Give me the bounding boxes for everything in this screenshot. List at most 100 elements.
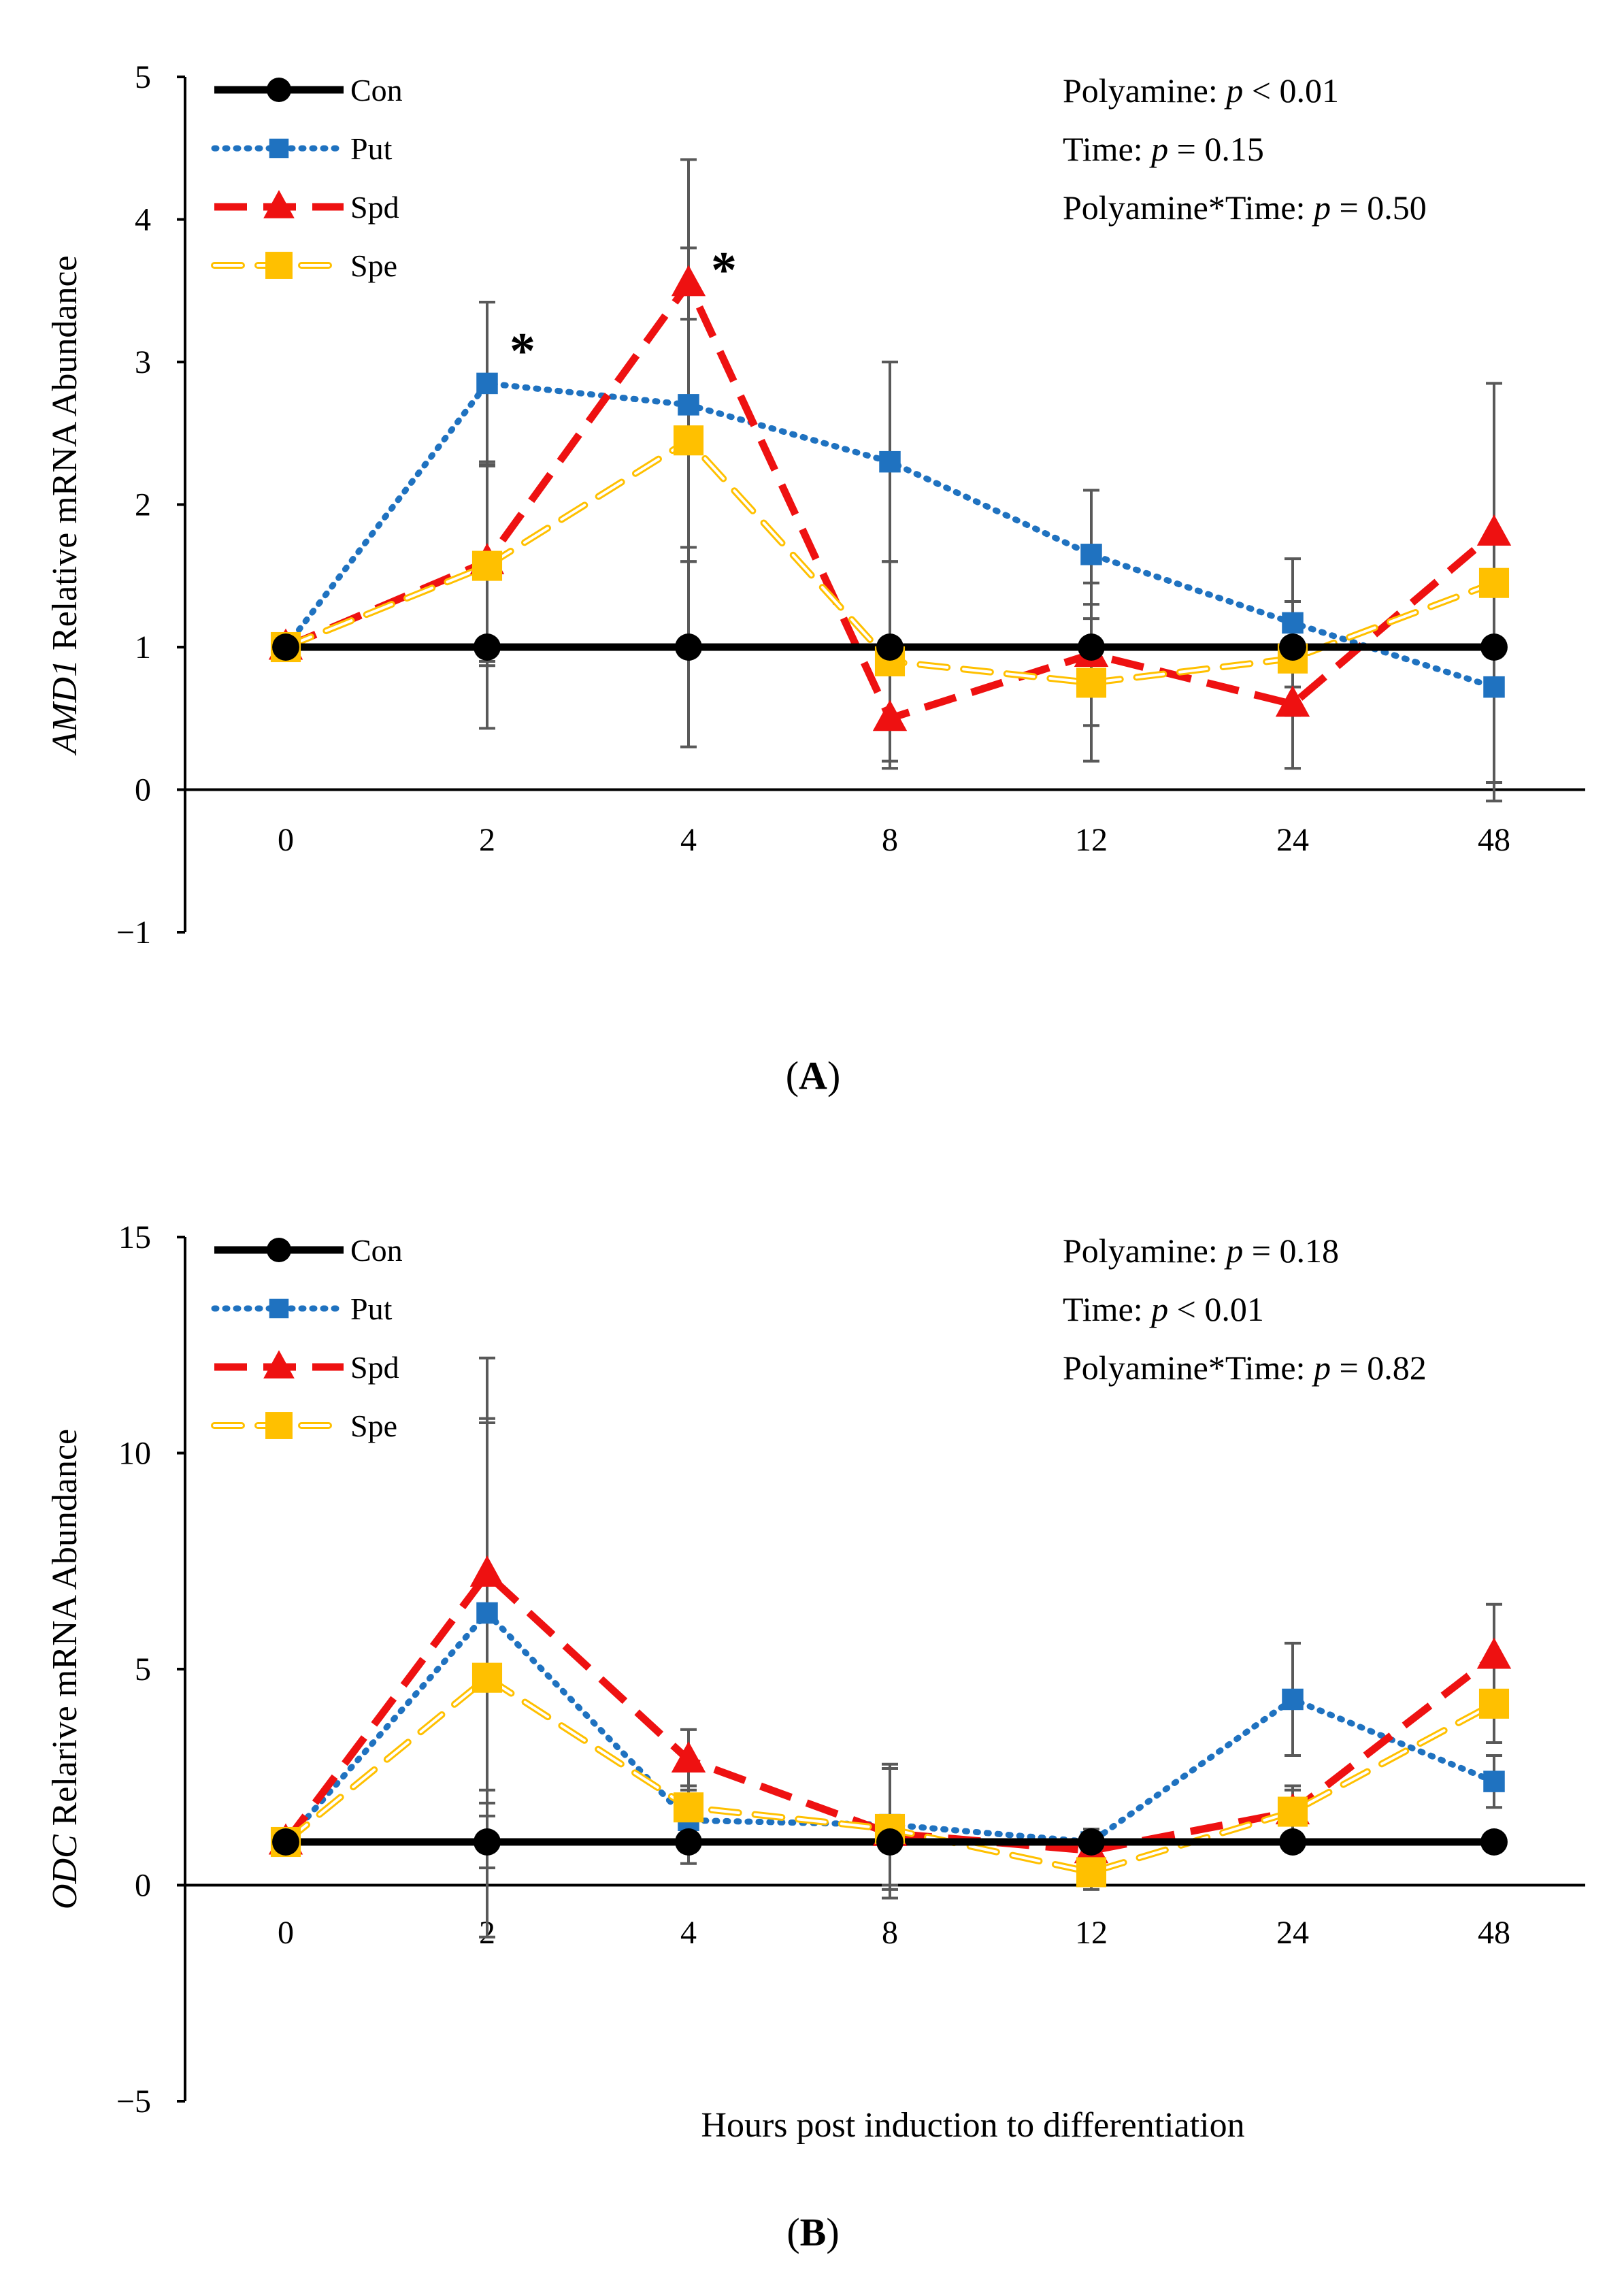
legend-label: Spd: [350, 1350, 399, 1385]
legend-entry-spd: Spd: [214, 190, 399, 225]
x-tick-label: 0: [278, 822, 294, 858]
y-tick-label: 10: [118, 1436, 151, 1472]
data-point-con: [272, 633, 299, 661]
significance-star: *: [510, 323, 535, 380]
legend-entry-spd: Spd: [214, 1350, 399, 1385]
data-point-con: [1279, 633, 1306, 661]
y-tick-label: −1: [116, 915, 151, 951]
legend-swatch-marker: [265, 252, 293, 279]
panel-label-close: ): [826, 2210, 839, 2254]
panel-label-close: ): [827, 1053, 840, 1098]
x-tick-label: 24: [1276, 822, 1309, 858]
data-point-put: [1282, 612, 1304, 634]
legend-swatch-marker: [263, 1350, 295, 1379]
data-point-spe: [673, 425, 704, 456]
stat-p: p: [1224, 1232, 1243, 1270]
stat-term: Polyamine:: [1063, 71, 1226, 110]
y-tick-label: 5: [135, 59, 151, 95]
stat-line: Time: p = 0.15: [1063, 130, 1264, 168]
panel-b-chart: −50510150248122448ODC Relarive mRNA Abun…: [46, 1219, 1585, 2254]
legend-swatch-marker: [266, 1237, 292, 1263]
data-point-spe: [1478, 567, 1510, 598]
stat-term: Time:: [1063, 1290, 1151, 1328]
data-point-spd: [469, 1555, 505, 1587]
stat-value: = 0.82: [1331, 1349, 1427, 1387]
y-axis-label-text: Relative mRNA Abundance: [46, 255, 84, 659]
x-tick-label: 4: [680, 1915, 697, 1951]
y-tick-label: 15: [118, 1219, 151, 1255]
panel-label: (B): [786, 2210, 839, 2254]
x-tick-label: 4: [680, 822, 697, 858]
stat-line: Polyamine*Time: p = 0.82: [1063, 1349, 1427, 1387]
stat-p: p: [1312, 188, 1331, 227]
data-point-con: [1078, 1828, 1105, 1856]
x-axis-label: Hours post induction to differentiation: [701, 2106, 1244, 2145]
legend-swatch-marker: [266, 77, 292, 103]
data-point-con: [876, 633, 904, 661]
data-point-put: [1080, 544, 1102, 565]
y-tick-label: 4: [135, 202, 151, 238]
data-point-spd: [671, 1741, 706, 1773]
x-tick-label: 48: [1478, 1915, 1510, 1951]
legend-label: Spe: [350, 248, 397, 283]
panel-label: (A): [786, 1053, 841, 1098]
data-point-spd: [671, 265, 706, 297]
stat-p: p: [1149, 1290, 1168, 1328]
y-axis-label: ODC Relarive mRNA Abundance: [46, 1429, 84, 1909]
data-point-spe: [1478, 1688, 1510, 1719]
data-point-spe: [1076, 668, 1107, 698]
x-tick-label: 48: [1478, 822, 1510, 858]
data-point-con: [474, 633, 501, 661]
stat-p: p: [1312, 1349, 1331, 1387]
legend-entry-put: Put: [211, 131, 393, 166]
data-point-put: [476, 372, 498, 395]
stat-value: = 0.50: [1331, 188, 1427, 227]
data-point-put: [1483, 1771, 1505, 1792]
data-point-con: [1078, 633, 1105, 661]
panel-label-open: (: [786, 2210, 799, 2254]
legend-swatch-marker: [265, 1412, 293, 1439]
data-point-con: [1480, 633, 1508, 661]
legend-entry-spe: Spe: [211, 248, 397, 283]
stat-term: Polyamine:: [1063, 1232, 1226, 1270]
panel-label-letter: A: [799, 1053, 827, 1098]
x-tick-label: 24: [1276, 1915, 1309, 1951]
stat-line: Polyamine*Time: p = 0.50: [1063, 188, 1427, 227]
y-tick-label: 0: [135, 772, 151, 808]
y-tick-label: −5: [116, 2084, 151, 2120]
x-tick-label: 0: [278, 1915, 294, 1951]
data-point-put: [879, 450, 901, 473]
legend-label: Put: [350, 1291, 393, 1326]
data-point-con: [272, 1828, 299, 1856]
x-tick-label: 2: [479, 822, 495, 858]
stat-line: Polyamine: p < 0.01: [1063, 71, 1339, 110]
stat-value: = 0.15: [1168, 130, 1264, 168]
stat-p: p: [1224, 71, 1243, 110]
legend-label: Spd: [350, 190, 399, 225]
stat-p: p: [1149, 130, 1168, 168]
data-point-spd: [1275, 685, 1310, 717]
data-point-spd: [872, 699, 908, 731]
legend-swatch-marker: [269, 138, 289, 159]
legend-label: Con: [350, 73, 403, 108]
stat-term: Polyamine*Time:: [1063, 188, 1314, 227]
panel-label-letter: B: [800, 2210, 827, 2254]
data-point-spe: [1277, 1796, 1308, 1827]
data-point-con: [1480, 1828, 1508, 1856]
data-point-spe: [471, 1662, 503, 1693]
legend-entry-con: Con: [214, 73, 403, 108]
data-point-con: [1279, 1828, 1306, 1856]
data-point-spe: [1076, 1857, 1107, 1888]
stat-value: < 0.01: [1168, 1290, 1264, 1328]
y-axis-label-text: Relarive mRNA Abundance: [46, 1429, 84, 1834]
legend-label: Put: [350, 131, 393, 166]
data-point-spe: [673, 1792, 704, 1823]
legend-entry-spe: Spe: [211, 1409, 397, 1443]
legend-label: Con: [350, 1233, 403, 1268]
data-point-put: [678, 394, 699, 416]
data-point-put: [1483, 676, 1505, 698]
data-point-con: [876, 1828, 904, 1856]
data-point-con: [474, 1828, 501, 1856]
